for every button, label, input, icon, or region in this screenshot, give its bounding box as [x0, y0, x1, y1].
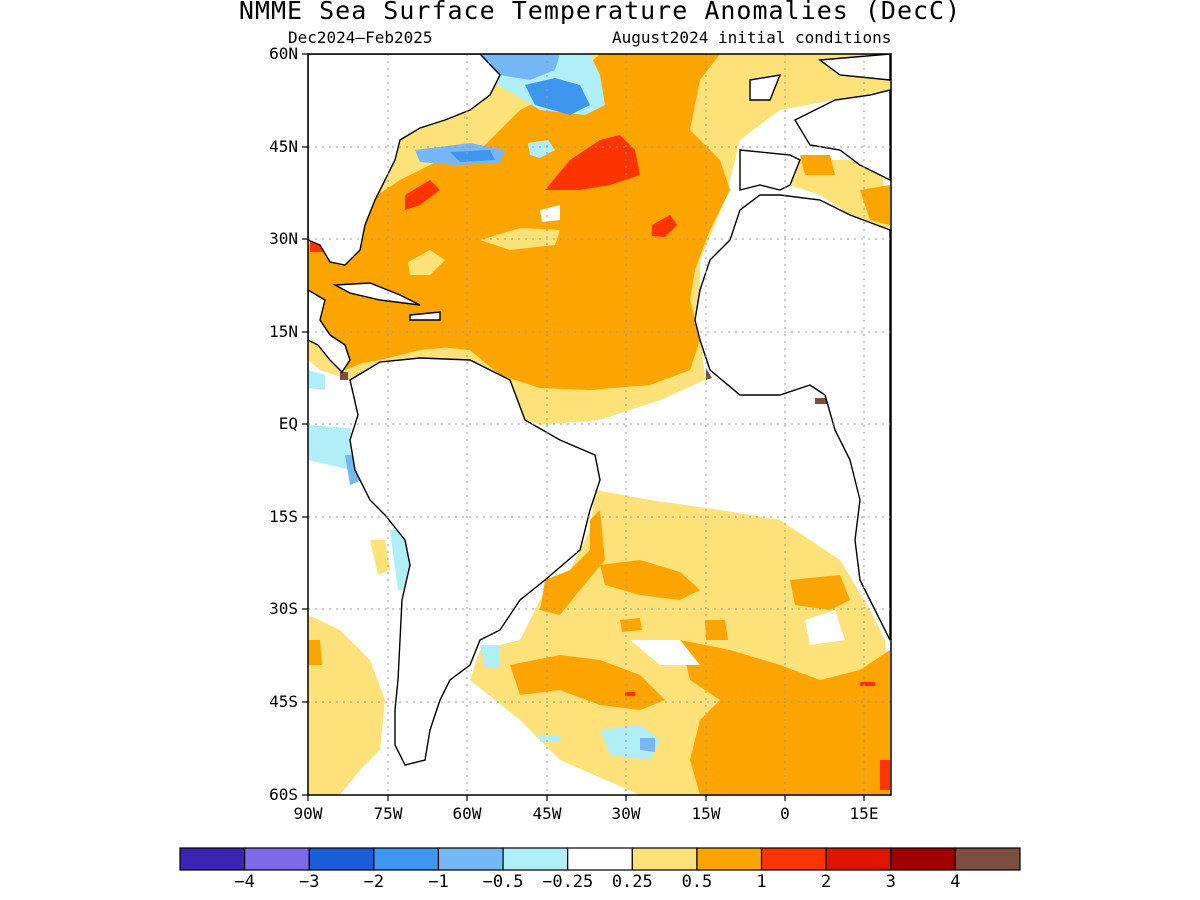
- colorbar-label: 2: [821, 872, 832, 892]
- north-america-land: [308, 54, 501, 266]
- anomaly-region-cold-2: [525, 78, 590, 115]
- anomaly-region-caribbean: [310, 280, 470, 365]
- south-america-land: [349, 357, 601, 766]
- gridlines: [308, 54, 891, 795]
- africa-land: [694, 194, 891, 641]
- colorbar-label: −1: [428, 872, 449, 892]
- central-america-land: [308, 289, 351, 374]
- colorbar-label: 1: [756, 872, 767, 892]
- colorbar-label: −0.25: [542, 872, 594, 892]
- map-title: NMME Sea Surface Temperature Anomalies (…: [238, 0, 962, 25]
- anomaly-region-sa-warm-4: [680, 640, 890, 795]
- colorbar-swatch: [631, 847, 698, 871]
- lon-label: 45W: [532, 804, 562, 823]
- anomaly-region-hot-3: [652, 215, 677, 237]
- coastlines: [308, 54, 891, 766]
- forecast-period: Dec2024–Feb2025: [288, 28, 433, 47]
- anomaly-region-hot-1: [545, 135, 640, 190]
- lon-label: 75W: [373, 804, 403, 823]
- lon-label: 30W: [611, 804, 641, 823]
- colorbar-swatch: [502, 847, 569, 871]
- colorbar-label: 0.5: [681, 872, 713, 892]
- colorbar-swatch: [308, 847, 375, 871]
- colorbar-label: 4: [950, 872, 961, 892]
- colorbar-swatch: [696, 847, 763, 871]
- anomaly-region-sa-warm-3: [510, 655, 665, 710]
- colorbar: [179, 847, 1021, 871]
- europe-land: [739, 149, 801, 191]
- lat-label: 45S: [269, 692, 298, 711]
- colorbar-swatch: [760, 847, 827, 871]
- colorbar-swatch: [373, 847, 440, 871]
- anomaly-field: [308, 54, 890, 795]
- colorbar-swatch: [890, 847, 956, 871]
- lon-label: 60W: [452, 804, 482, 823]
- lat-label: 60S: [269, 785, 298, 804]
- colorbar-swatch: [825, 847, 892, 871]
- lon-label: 15E: [849, 804, 879, 823]
- colorbar-swatch: [179, 847, 246, 871]
- colorbar-label: −4: [234, 872, 255, 892]
- anomaly-region-sa-warm-2: [600, 560, 700, 600]
- lat-label: 15N: [269, 322, 298, 341]
- lat-label: EQ: [278, 414, 298, 433]
- colorbar-label: −3: [298, 872, 320, 892]
- anomaly-region-cold-1: [480, 54, 560, 80]
- lat-label: 15S: [269, 507, 298, 526]
- anomaly-region-sa-warm-1: [540, 510, 605, 615]
- initial-conditions: August2024 initial conditions: [612, 28, 892, 47]
- colorbar-label: 0.25: [611, 872, 653, 892]
- colorbar-swatch: [567, 847, 633, 871]
- lat-label: 60N: [269, 44, 298, 63]
- anomaly-region-cold-pacific: [308, 425, 358, 470]
- lon-label: 0: [780, 804, 790, 823]
- lat-label: 45N: [269, 137, 298, 156]
- lat-label: 30N: [269, 229, 298, 248]
- colorbar-label: −0.5: [482, 872, 524, 892]
- lat-label: 30S: [269, 599, 298, 618]
- colorbar-swatch: [244, 847, 310, 871]
- colorbar-swatch: [954, 847, 1021, 871]
- colorbar-label: 3: [885, 872, 896, 892]
- colorbar-label: −2: [363, 872, 385, 892]
- lon-label: 90W: [293, 804, 323, 823]
- anomaly-region-med: [790, 160, 890, 230]
- anomaly-region-hot-2: [405, 180, 440, 210]
- lon-label: 15W: [691, 804, 721, 823]
- cuba-land: [332, 282, 421, 306]
- colorbar-swatch: [437, 847, 504, 871]
